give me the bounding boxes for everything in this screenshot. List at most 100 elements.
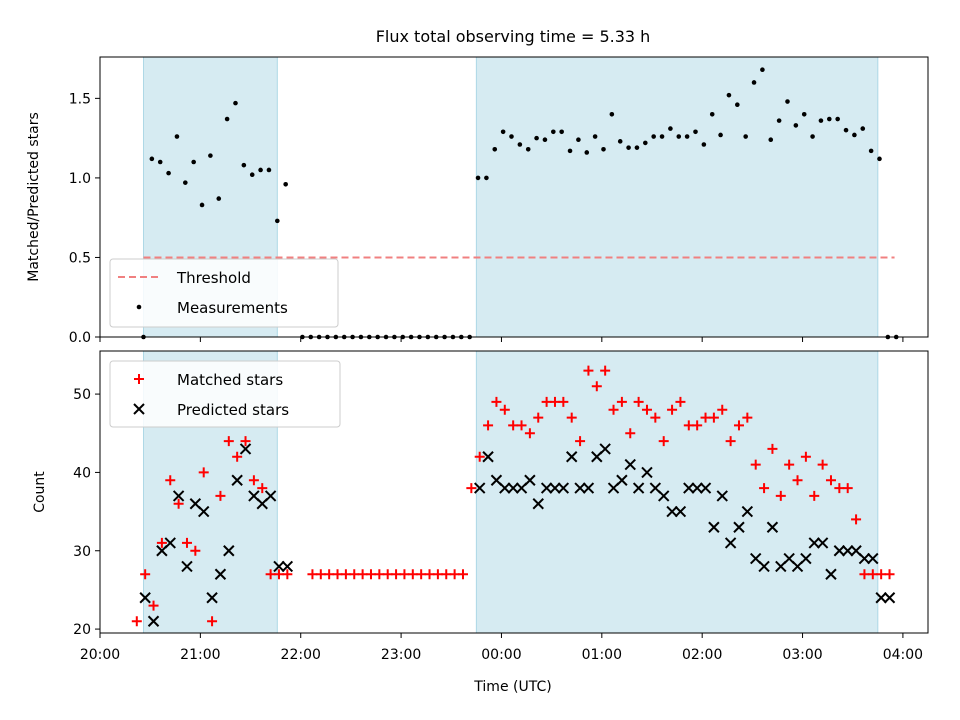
matched-star-marker [165,475,176,486]
matched-star-marker [600,365,611,376]
measurement-point [475,175,481,181]
matched-star-marker [717,404,728,415]
matched-star-marker [240,436,251,447]
matched-star-marker [248,475,259,486]
measurement-point [651,134,656,139]
matched-star-marker [324,569,335,580]
predicted-star-marker [482,451,494,463]
matched-star-marker [608,404,619,415]
legend-predicted-label: Predicted stars [177,401,289,419]
measurement-point [183,180,188,185]
predicted-star-marker [239,443,252,455]
measurement-point [149,156,155,162]
top-y-axis-label: Matched/Predicted stars [26,112,42,282]
predicted-star-marker [540,482,553,494]
measurement-point [283,181,288,187]
predicted-star-marker [816,537,829,549]
x-tick-label: 21:00 [180,647,220,663]
matched-star-marker [424,569,435,580]
measurement-point [843,127,849,133]
measurement-point [668,126,673,131]
predicted-star-marker [808,537,820,549]
measurement-point [609,111,615,117]
matched-star-marker [265,569,276,580]
bottom-xticks: 20:00 21:00 22:00 23:00 00:00 01:00 02:00 03:00… [80,633,923,663]
matched-star-marker [148,600,159,611]
predicted-star-marker [474,482,486,494]
x-tick-label: 23:00 [381,647,421,663]
matched-star-marker [767,443,778,454]
y-tick-label: 0.0 [69,330,91,346]
predicted-star-marker [139,592,151,604]
predicted-star-marker [875,592,887,604]
measurement-point [576,137,581,143]
matched-star-marker [867,569,878,580]
matched-star-marker [508,420,519,431]
matched-star-marker [675,396,686,407]
matched-star-marker [190,545,201,556]
top-bands [142,56,879,338]
matched-star-marker [282,569,293,580]
matched-star-marker [466,483,477,494]
measurement-point [868,148,874,154]
predicted-star-marker [858,552,871,565]
x-tick-label: 03:00 [782,647,822,663]
predicted-star-marker [666,505,678,518]
predicted-star-marker [147,615,160,627]
measurement-point [500,129,506,135]
measurement-point [785,99,790,104]
bottom-legend-box [109,360,341,428]
x-tick-label: 00:00 [481,647,521,663]
measurement-point [241,162,247,168]
measurement-point [249,172,255,178]
matched-star-marker [357,569,368,580]
top-plot-frame [99,56,929,338]
measurement-point [751,80,757,85]
matched-star-marker [483,420,494,431]
predicted-star-marker [641,466,653,479]
matched-star-marker [792,475,803,486]
measurement-point [676,134,682,139]
measurement-point [542,137,548,143]
matched-star-marker [474,451,485,462]
measurement-point [484,175,489,181]
predicted-star-marker [833,545,846,557]
predicted-star-marker [624,458,636,471]
predicted-star-marker [800,552,812,565]
matched-star-marker [566,412,577,423]
measurement-point [726,92,732,98]
matched-star-marker [491,396,502,407]
matched-star-marker [516,420,527,431]
matched-star-marker [834,483,845,494]
matched-star-marker [884,569,895,580]
matched-star-marker [809,490,820,501]
measurement-point [517,142,523,147]
matched-star-marker [207,616,218,627]
matched-star-marker [449,569,460,580]
measurement-point [157,159,163,165]
top-yticks: 0.0 0.5 1.0 1.5 [69,91,100,346]
predicted-star-marker [691,482,703,494]
measurement-point [877,156,882,162]
y-tick-label: 0.5 [69,250,91,266]
measurement-point [634,145,640,150]
matched-star-marker [131,616,142,627]
predicted-star-marker [532,498,544,510]
measurement-point [860,126,866,131]
y-tick-label: 1.5 [69,91,91,107]
matched-star-marker [859,569,870,580]
observing-window-band [475,350,879,634]
matched-star-marker [257,483,268,494]
matched-star-marker [382,569,393,580]
predicted-star-marker [632,482,645,494]
bottom-plot-frame [99,350,929,634]
matched-star-marker [708,412,719,423]
measurement-point [793,123,799,128]
top-legend: Threshold Measurements [109,258,339,328]
measurement-point [551,129,556,135]
predicted-star-marker [507,482,519,494]
matched-star-marker [198,467,209,478]
matched-star-marker [750,459,761,470]
top-points [141,67,899,340]
